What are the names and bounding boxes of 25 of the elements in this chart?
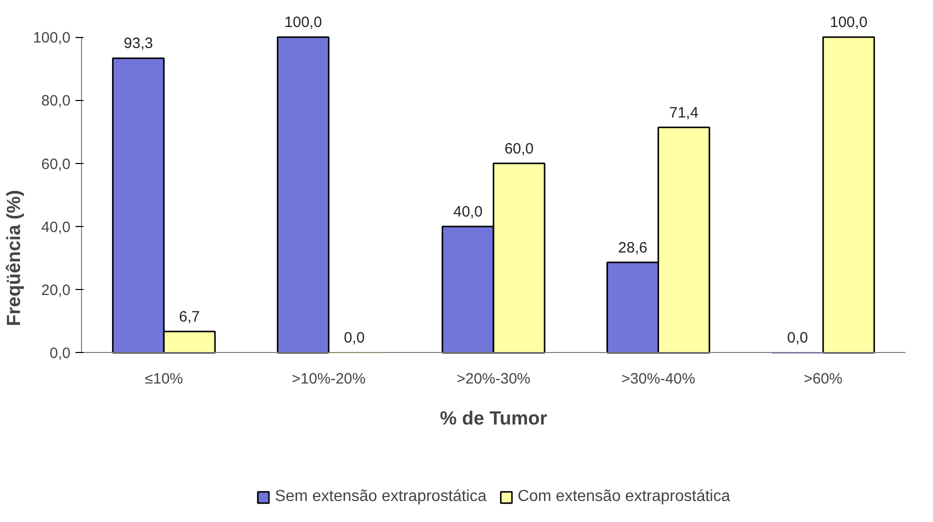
y-tick-label: 20,0 — [41, 282, 71, 300]
data-label: 0,0 — [344, 330, 365, 347]
x-tick-label: ≤10% — [144, 370, 184, 388]
x-tick-label: >20%-30% — [456, 370, 530, 388]
data-label: 100,0 — [830, 14, 868, 32]
data-label: 6,7 — [179, 308, 200, 326]
data-label: 28,6 — [618, 239, 648, 256]
data-label: 0,0 — [787, 330, 808, 347]
y-tick-label: 0,0 — [50, 345, 71, 362]
x-axis-title: % de Tumor — [440, 408, 548, 430]
y-axis-title: Freqüência (%) — [4, 190, 25, 326]
y-tick-label: 40,0 — [41, 218, 71, 236]
data-label: 40,0 — [453, 203, 483, 220]
legend-label: Sem extensão extraprostática — [274, 488, 487, 506]
x-tick-label: >10%-20% — [292, 370, 366, 388]
data-label: 71,4 — [669, 104, 698, 122]
y-tick-label: 100,0 — [32, 30, 71, 47]
legend-label: Com extensão extraprostática — [518, 488, 730, 506]
y-tick-label: 80,0 — [41, 92, 71, 110]
x-tick-label: >30%-40% — [621, 370, 696, 388]
data-label: 100,0 — [284, 14, 322, 32]
y-tick-label: 60,0 — [41, 156, 71, 173]
x-tick-label: >60% — [804, 370, 843, 388]
data-label: 93,3 — [124, 35, 153, 52]
data-label: 60,0 — [504, 140, 534, 158]
